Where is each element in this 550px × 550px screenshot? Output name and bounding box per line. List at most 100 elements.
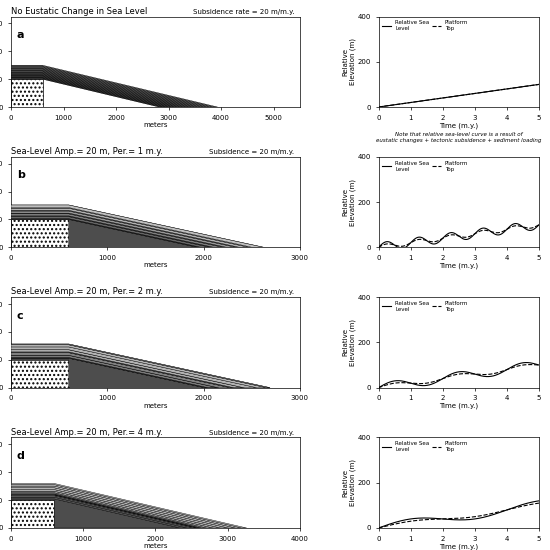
Legend: Relative Sea
Level, Platform
Top: Relative Sea Level, Platform Top [381,19,470,32]
Polygon shape [11,345,267,388]
Relative Sea
Level [507,85,513,92]
Relative Sea
Level [453,93,459,100]
Polygon shape [11,494,201,528]
Platform
Top [507,365,513,372]
X-axis label: Time (m.y.): Time (m.y.) [439,262,478,269]
Platform
Top [507,85,513,92]
Polygon shape [11,211,238,248]
Platform
Top [375,244,382,251]
Platform
Top [536,222,542,228]
Polygon shape [11,68,206,107]
Relative Sea
Level [532,224,539,231]
Polygon shape [11,216,214,248]
Platform
Top [453,232,459,239]
Polygon shape [11,219,201,248]
Polygon shape [11,72,189,107]
Polygon shape [11,483,247,528]
Platform
Top [462,234,469,240]
Relative Sea
Level [532,498,538,505]
Relative Sea
Level [375,384,382,391]
Bar [11,500,54,528]
Relative Sea
Level [536,362,542,369]
Bar [11,79,42,107]
Relative Sea
Level [532,361,539,367]
Relative Sea
Level [536,222,542,228]
Text: Subsidence = 20 m/m.y.: Subsidence = 20 m/m.y. [209,289,294,295]
Line: Relative Sea
Level: Relative Sea Level [378,362,539,388]
Polygon shape [11,494,200,528]
Polygon shape [11,347,257,388]
Text: Note that relative sea-level curve is a result of
eustatic changes + tectonic su: Note that relative sea-level curve is a … [376,133,541,143]
Relative Sea
Level [513,220,519,227]
Bar [11,360,69,388]
Polygon shape [11,350,244,388]
Polygon shape [11,358,205,388]
Polygon shape [11,358,208,388]
Y-axis label: Relative
Elevation (m): Relative Elevation (m) [343,179,356,225]
Polygon shape [11,73,185,107]
Relative Sea
Level [462,368,469,375]
Platform
Top [471,231,477,238]
Polygon shape [11,75,177,107]
Platform
Top [471,371,477,377]
Platform
Top [452,515,458,522]
X-axis label: meters: meters [143,403,168,409]
Polygon shape [11,497,188,528]
Polygon shape [11,352,233,388]
Relative Sea
Level [462,516,469,523]
Platform
Top [375,104,382,111]
Polygon shape [11,74,183,107]
Relative Sea
Level [375,104,382,111]
Platform
Top [453,515,459,522]
Text: b: b [17,170,25,180]
Relative Sea
Level [471,231,477,238]
Polygon shape [11,355,218,388]
Platform
Top [536,362,542,369]
Polygon shape [11,205,264,248]
Line: Relative Sea
Level: Relative Sea Level [378,223,539,249]
Platform
Top [471,90,477,97]
Relative Sea
Level [462,91,469,98]
Relative Sea
Level [536,81,542,87]
Polygon shape [11,494,199,528]
Polygon shape [11,485,242,528]
Polygon shape [11,72,191,107]
Relative Sea
Level [463,236,469,243]
Polygon shape [11,205,264,248]
Polygon shape [11,71,194,107]
Platform
Top [527,361,534,368]
Relative Sea
Level [532,81,538,88]
Polygon shape [11,69,203,107]
Relative Sea
Level [452,370,458,376]
Legend: Relative Sea
Level, Platform
Top: Relative Sea Level, Platform Top [381,300,470,313]
Relative Sea
Level [398,245,405,252]
Platform
Top [375,384,382,391]
Polygon shape [11,350,240,388]
Polygon shape [11,77,168,107]
Polygon shape [11,67,212,107]
Text: Sea-Level Amp.= 20 m, Per.= 4 m.y.: Sea-Level Amp.= 20 m, Per.= 4 m.y. [11,428,163,437]
Y-axis label: Relative
Elevation (m): Relative Elevation (m) [343,319,356,366]
Polygon shape [11,355,219,388]
Line: Platform
Top: Platform Top [378,225,539,248]
Polygon shape [11,499,180,528]
Platform
Top [532,223,538,230]
Relative Sea
Level [453,369,459,376]
Bar [11,219,69,248]
Relative Sea
Level [471,90,477,97]
Text: a: a [17,30,24,40]
Text: Subsidence = 20 m/m.y.: Subsidence = 20 m/m.y. [209,149,294,155]
Relative Sea
Level [452,516,458,523]
Platform
Top [536,81,542,87]
Polygon shape [11,216,213,248]
Platform
Top [532,500,538,507]
Text: d: d [17,451,25,461]
Polygon shape [11,70,197,107]
Relative Sea
Level [507,505,513,512]
X-axis label: meters: meters [143,262,168,268]
Polygon shape [11,356,216,388]
Text: Subsidence = 20 m/m.y.: Subsidence = 20 m/m.y. [209,430,294,436]
Platform
Top [462,91,469,98]
Legend: Relative Sea
Level, Platform
Top: Relative Sea Level, Platform Top [381,440,470,453]
Polygon shape [11,74,180,107]
